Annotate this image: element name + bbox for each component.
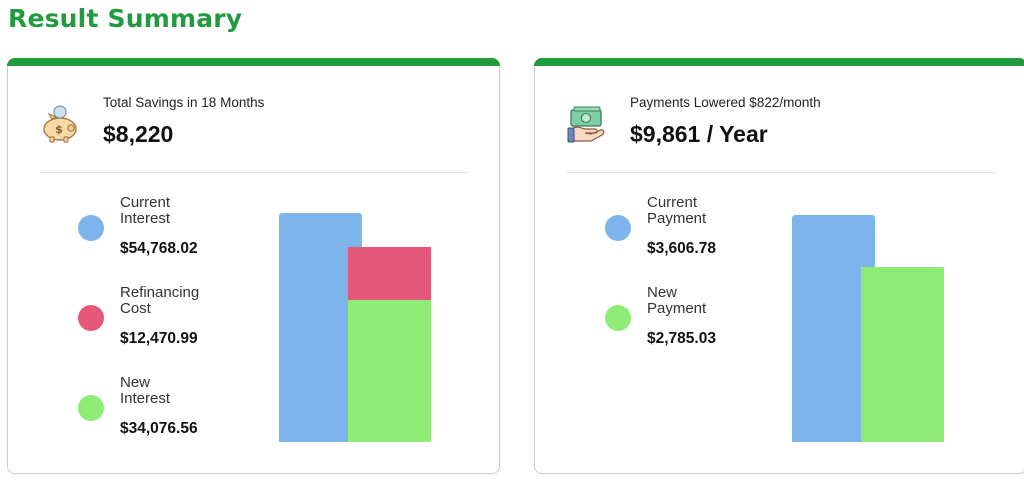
legend-dot [78,305,104,331]
savings-value: $8,220 [103,121,174,147]
bar-new-payment [861,266,944,442]
legend-label: Refinancing Cost [120,284,200,317]
savings-card: $ Total Savings in 18 Months $8,220 Curr… [7,58,500,474]
legend-item-refinancing-cost: Refinancing Cost $12,470.99 [78,285,278,365]
legend-label: New Payment [647,284,707,317]
legend-amount: $34,076.56 [120,420,198,437]
legend-label: Current Interest [120,194,171,227]
legend-item-current-interest: Current Interest $54,768.02 [78,195,278,275]
legend-amount: $54,768.02 [120,240,198,257]
legend-item-new-payment: New Payment $2,785.03 [605,285,805,365]
legend-dot [605,215,631,241]
legend-dot [605,305,631,331]
legend-amount: $12,470.99 [120,330,198,347]
legend-label: Current Payment [647,194,707,227]
payment-label: Payments Lowered $822/month [630,95,821,110]
legend-amount: $3,606.78 [647,240,716,257]
bar-new-interest [348,299,431,442]
legend-dot [78,395,104,421]
legend-amount: $2,785.03 [647,330,716,347]
payment-card: Payments Lowered $822/month $9,861 / Yea… [534,58,1024,474]
savings-label: Total Savings in 18 Months [103,95,265,110]
bar-refinancing-cost [348,247,431,300]
page-title: Result Summary [8,4,243,33]
divider [567,172,996,173]
legend-item-current-payment: Current Payment $3,606.78 [605,195,805,275]
piggy-bank-icon: $ [43,105,77,143]
legend-dot [78,215,104,241]
payment-value: $9,861 / Year [630,121,768,147]
divider [40,172,469,173]
cash-in-hand-icon [567,106,605,143]
legend-label: New Interest [120,374,171,407]
legend-item-new-interest: New Interest $34,076.56 [78,375,278,455]
bar-current-interest [279,213,362,442]
svg-text:$: $ [55,123,63,136]
